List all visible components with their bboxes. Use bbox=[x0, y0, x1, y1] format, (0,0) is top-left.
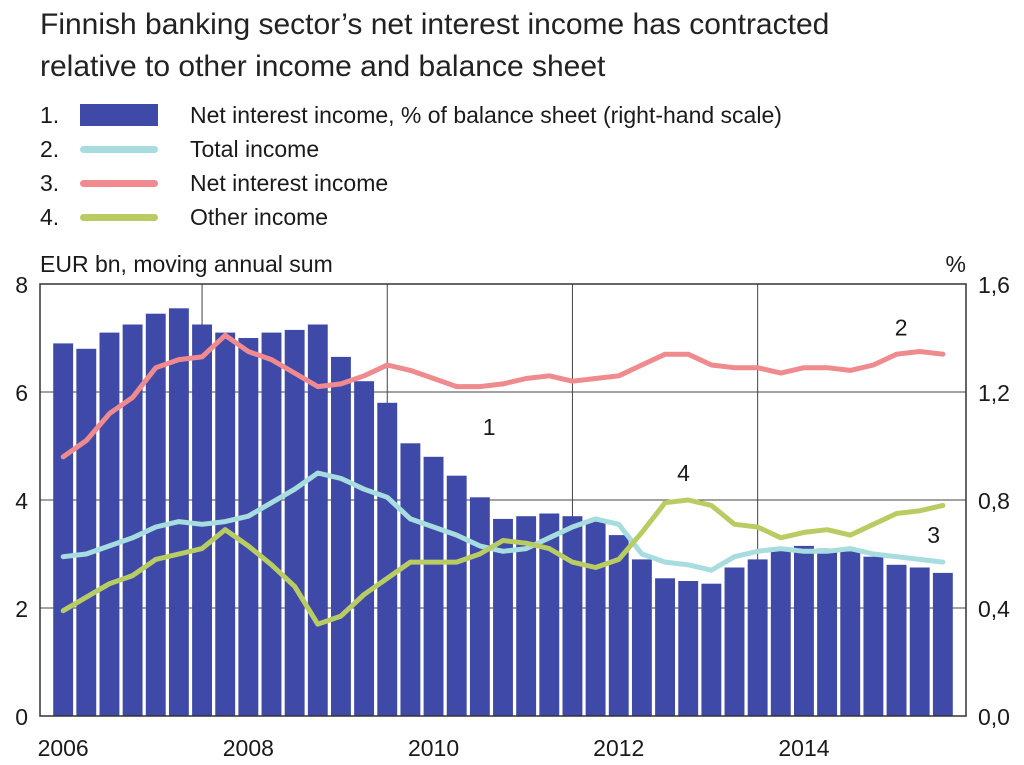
legend-label: Net interest income bbox=[190, 170, 389, 196]
bar bbox=[886, 564, 907, 716]
right-axis-label: % bbox=[946, 251, 966, 277]
bar bbox=[53, 343, 74, 716]
bar bbox=[446, 475, 467, 716]
legend-item: 4. Other income bbox=[40, 200, 782, 234]
series-line bbox=[60, 332, 946, 460]
bar bbox=[747, 559, 768, 716]
legend-label: Total income bbox=[190, 136, 320, 162]
left-tick-label: 4 bbox=[15, 488, 28, 514]
legend-swatch bbox=[80, 179, 158, 187]
bar bbox=[539, 513, 560, 716]
bar bbox=[932, 572, 953, 716]
bar bbox=[909, 567, 930, 716]
bar bbox=[354, 381, 375, 716]
bar-series bbox=[53, 308, 953, 716]
bar bbox=[863, 556, 884, 716]
x-tick-label: 2012 bbox=[593, 735, 644, 761]
right-tick-label: 0,4 bbox=[978, 596, 1010, 622]
bar bbox=[76, 348, 97, 716]
series-line bbox=[60, 497, 946, 627]
right-tick-label: 0,8 bbox=[978, 488, 1010, 514]
bar bbox=[817, 548, 838, 716]
x-tick-label: 2008 bbox=[223, 735, 274, 761]
legend-swatch bbox=[80, 104, 158, 126]
bar bbox=[770, 548, 791, 716]
series-line bbox=[60, 470, 946, 573]
bar bbox=[238, 338, 259, 716]
bar bbox=[608, 535, 629, 716]
legend-item: 2. Total income bbox=[40, 132, 782, 166]
bar bbox=[631, 559, 652, 716]
chart-title: Finnish banking sector’s net interest in… bbox=[40, 4, 829, 88]
bar bbox=[655, 578, 675, 716]
right-tick-label: 1,2 bbox=[978, 380, 1010, 406]
legend-label: Other income bbox=[190, 204, 329, 230]
x-tick-label: 2006 bbox=[38, 735, 89, 761]
bar bbox=[122, 324, 143, 716]
series-number-label: 1 bbox=[483, 414, 496, 440]
legend-number: 2. bbox=[40, 136, 60, 162]
bar bbox=[377, 402, 398, 716]
legend: 1. Net interest income, % of balance she… bbox=[40, 98, 782, 234]
bar bbox=[284, 329, 305, 716]
bar bbox=[678, 581, 699, 716]
legend-swatch bbox=[80, 145, 158, 153]
series-number-label: 4 bbox=[677, 460, 690, 486]
bar bbox=[168, 308, 189, 716]
bar bbox=[794, 545, 814, 716]
bar bbox=[469, 497, 490, 716]
legend-label: Net interest income, % of balance sheet … bbox=[190, 102, 782, 128]
legend-swatch bbox=[80, 213, 158, 221]
bar bbox=[192, 324, 212, 716]
bar bbox=[724, 567, 745, 716]
axis-ticks: 0 2 4 6 8 0,0 0,4 0,8 1,2 1,6 2006 2008 2010 2012 2014 bbox=[15, 272, 1010, 761]
bar bbox=[585, 521, 606, 716]
bar bbox=[840, 551, 861, 716]
plot-border bbox=[39, 283, 967, 717]
series-annotations: 1 2 3 4 bbox=[483, 314, 940, 548]
bar bbox=[400, 443, 421, 716]
left-axis-label: EUR bn, moving annual sum bbox=[40, 251, 333, 277]
legend-number: 1. bbox=[40, 102, 60, 128]
chart-title-line1: Finnish banking sector’s net interest in… bbox=[40, 8, 830, 41]
right-tick-label: 0,0 bbox=[978, 704, 1010, 730]
series-number-label: 3 bbox=[927, 522, 940, 548]
series-number-label: 2 bbox=[895, 314, 908, 340]
left-tick-label: 0 bbox=[15, 704, 28, 730]
left-tick-label: 2 bbox=[15, 596, 28, 622]
bar bbox=[261, 332, 282, 716]
bar bbox=[562, 516, 583, 716]
bar bbox=[99, 332, 120, 716]
legend-number: 3. bbox=[40, 170, 60, 196]
bar bbox=[145, 313, 166, 716]
bar bbox=[423, 456, 444, 716]
line-series bbox=[60, 332, 946, 627]
x-tick-label: 2010 bbox=[408, 735, 459, 761]
bar bbox=[215, 332, 236, 716]
left-tick-label: 8 bbox=[15, 272, 28, 298]
legend-number: 4. bbox=[40, 204, 60, 230]
legend-item: 1. Net interest income, % of balance she… bbox=[40, 98, 782, 132]
bar bbox=[516, 516, 537, 716]
plot-frame bbox=[39, 283, 967, 717]
legend-item: 3. Net interest income bbox=[40, 166, 782, 200]
bar bbox=[331, 356, 351, 716]
chart-title-line2: relative to other income and balance she… bbox=[40, 50, 606, 83]
bar bbox=[493, 518, 513, 716]
x-tick-label: 2014 bbox=[778, 735, 829, 761]
right-tick-label: 1,6 bbox=[978, 272, 1010, 298]
left-tick-label: 6 bbox=[15, 380, 28, 406]
bar bbox=[701, 583, 722, 716]
